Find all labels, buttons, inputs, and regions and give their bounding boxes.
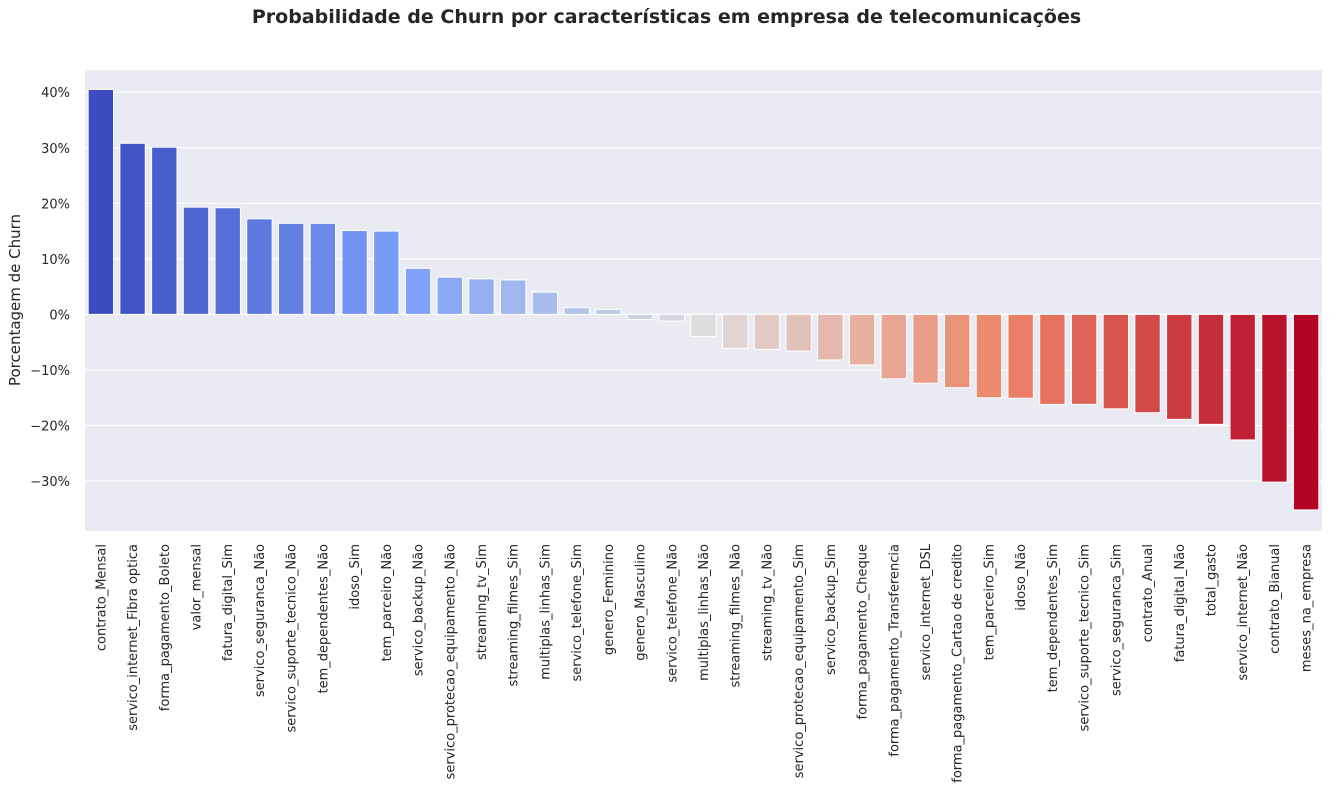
x-tick-label: forma_pagamento_Transferencia — [887, 544, 902, 757]
bar-total-gasto — [1197, 313, 1225, 425]
y-tick-label: 30% — [41, 142, 70, 157]
bar-servico-protecao-equipamento-sim — [785, 313, 812, 352]
x-tick-label: servico_suporte_tecnico_Não — [285, 544, 300, 733]
x-tick-label: forma_pagamento_Boleto — [158, 544, 173, 711]
x-tick-label: tem_dependentes_Sim — [1046, 544, 1061, 692]
x-tick-label: idoso_Não — [1014, 544, 1029, 611]
x-tick-label: meses_na_empresa — [1300, 544, 1315, 672]
bar-servico-backup-n-o — [404, 267, 432, 315]
bar-streaming-tv-n-o — [753, 313, 781, 350]
x-tick-label: servico_seguranca_Não — [253, 544, 268, 697]
bar-streaming-filmes-sim — [500, 279, 527, 315]
y-tick-label: −20% — [30, 419, 70, 434]
x-tick-label: servico_telefone_Sim — [570, 544, 585, 682]
bar-servico-suporte-tecnico-sim — [1070, 313, 1098, 405]
bar-valor-mensal — [182, 206, 210, 315]
x-tick-label: servico_suporte_tecnico_Sim — [1078, 544, 1093, 731]
y-tick-labels: −30% −20% −10% 0% 10% 20% 30% 40% — [30, 86, 70, 490]
x-tick-label: contrato_Bianual — [1268, 544, 1283, 654]
x-tick-label: total_gasto — [1204, 544, 1219, 616]
bar-contrato-mensal — [87, 88, 115, 315]
x-tick-label: contrato_Mensal — [94, 544, 109, 651]
bar-fatura-digital-n-o — [1166, 313, 1193, 420]
y-axis-label: Porcentagem de Churn — [6, 214, 24, 386]
bar-genero-masculino — [626, 313, 654, 320]
bar-genero-feminino — [595, 308, 622, 315]
x-tick-label: genero_Feminino — [602, 544, 617, 655]
x-tick-label: tem_dependentes_Não — [316, 544, 331, 694]
bar-fatura-digital-sim — [214, 207, 241, 315]
bars — [87, 88, 1320, 511]
y-tick-label: −10% — [30, 364, 70, 379]
bar-servico-internet-fibra-optica — [119, 142, 146, 315]
x-tick-label: servico_telefone_Não — [665, 544, 680, 683]
x-tick-label: fatura_digital_Não — [1173, 544, 1188, 662]
bar-servico-seguranca-n-o — [246, 218, 273, 315]
bar-idoso-n-o — [1007, 313, 1034, 399]
chart-title: Probabilidade de Churn por característic… — [251, 6, 1082, 28]
x-tick-label: forma_pagamento_Cheque — [856, 544, 871, 719]
bar-forma-pagamento-cheque — [848, 313, 876, 366]
bar-servico-backup-sim — [817, 313, 844, 361]
bar-streaming-filmes-n-o — [722, 313, 749, 349]
bar-servico-seguranca-sim — [1102, 313, 1130, 410]
y-tick-label: −30% — [30, 475, 70, 490]
x-tick-label: multiplas_linhas_Sim — [538, 544, 553, 680]
bar-tem-dependentes-n-o — [309, 222, 337, 315]
x-tick-label: streaming_tv_Não — [760, 544, 775, 661]
x-tick-label: contrato_Anual — [1141, 544, 1156, 642]
x-tick-label: servico_backup_Sim — [824, 544, 839, 675]
y-tick-label: 0% — [49, 308, 70, 323]
x-tick-label: streaming_filmes_Não — [729, 544, 744, 688]
bar-tem-parceiro-sim — [975, 313, 1003, 399]
x-tick-label: idoso_Sim — [348, 544, 363, 610]
bar-streaming-tv-sim — [468, 278, 495, 315]
bar-servico-protecao-equipamento-n-o — [436, 276, 463, 315]
x-tick-label: servico_internet_Não — [1236, 544, 1251, 681]
bar-forma-pagamento-boleto — [151, 146, 178, 315]
bar-meses-na-empresa — [1292, 313, 1320, 511]
x-tick-label: servico_internet_DSL — [919, 543, 934, 680]
bar-tem-parceiro-n-o — [373, 230, 400, 315]
bar-contrato-anual — [1134, 313, 1161, 414]
x-tick-label: servico_internet_Fibra optica — [126, 544, 141, 731]
bar-servico-telefone-sim — [563, 307, 590, 315]
bar-servico-internet-n-o — [1229, 313, 1256, 441]
x-tick-label: genero_Masculino — [634, 544, 649, 661]
x-tick-label: tem_parceiro_Não — [380, 544, 395, 661]
bar-idoso-sim — [341, 230, 368, 315]
y-tick-label: 10% — [41, 253, 70, 268]
x-tick-labels: contrato_Mensal servico_internet_Fibra op… — [94, 543, 1314, 782]
x-tick-label: servico_seguranca_Sim — [1109, 544, 1124, 696]
bar-forma-pagamento-cartao-de-credito — [944, 313, 971, 389]
bar-forma-pagamento-transferencia — [880, 313, 907, 380]
x-tick-label: streaming_filmes_Sim — [507, 544, 522, 686]
bar-multiplas-linhas-sim — [531, 291, 559, 315]
y-tick-label: 20% — [41, 197, 70, 212]
bar-contrato-bianual — [1261, 313, 1288, 483]
y-tick-label: 40% — [41, 86, 70, 101]
x-tick-label: fatura_digital_Sim — [221, 544, 236, 661]
x-tick-label: servico_backup_Não — [412, 544, 427, 676]
x-tick-label: streaming_tv_Sim — [475, 544, 490, 660]
bar-servico-internet-dsl — [912, 313, 939, 384]
bar-multiplas-linhas-n-o — [690, 313, 717, 338]
x-tick-label: multiplas_linhas_Não — [697, 544, 712, 681]
bar-tem-dependentes-sim — [1039, 313, 1066, 405]
x-tick-label: valor_mensal — [190, 544, 205, 630]
x-tick-label: servico_protecao_equipamento_Não — [443, 544, 458, 779]
bar-servico-telefone-n-o — [658, 313, 685, 322]
x-tick-label: forma_pagamento_Cartao de credito — [951, 544, 966, 783]
x-tick-label: tem_parceiro_Sim — [982, 544, 997, 660]
x-tick-label: servico_protecao_equipamento_Sim — [792, 544, 807, 778]
bar-servico-suporte-tecnico-n-o — [277, 222, 305, 315]
